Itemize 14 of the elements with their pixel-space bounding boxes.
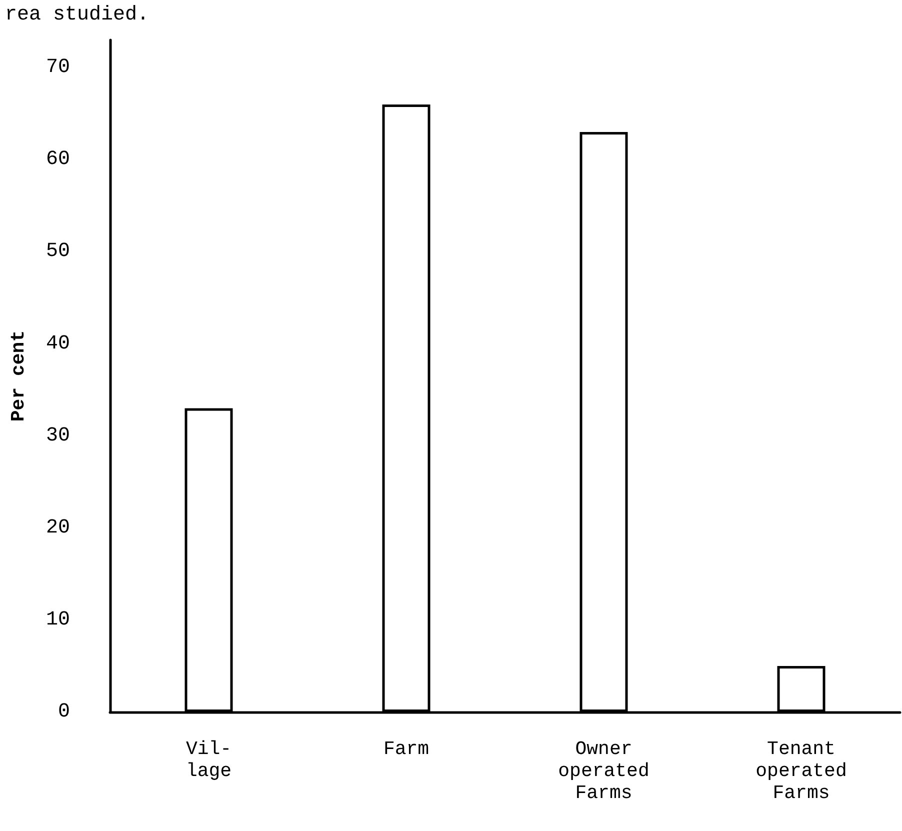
y-tick-label: 0 [58, 700, 70, 724]
y-tick-label: 30 [46, 424, 70, 448]
chart-title: rea studied. [5, 4, 150, 26]
y-tick-label: 20 [46, 516, 70, 540]
x-tick-label: Owner operated Farms [558, 738, 650, 804]
y-tick-label: 70 [46, 56, 70, 80]
y-tick-label: 10 [46, 608, 70, 632]
y-tick-label: 40 [46, 332, 70, 356]
y-tick-label: 60 [46, 148, 70, 172]
x-tick-label: Vil- lage [186, 738, 232, 782]
x-tick-label: Farm [383, 738, 430, 760]
x-tick-label: Tenant operated Farms [756, 738, 847, 804]
y-axis-title: Per cent [8, 330, 30, 422]
y-tick-label: 50 [46, 240, 70, 264]
